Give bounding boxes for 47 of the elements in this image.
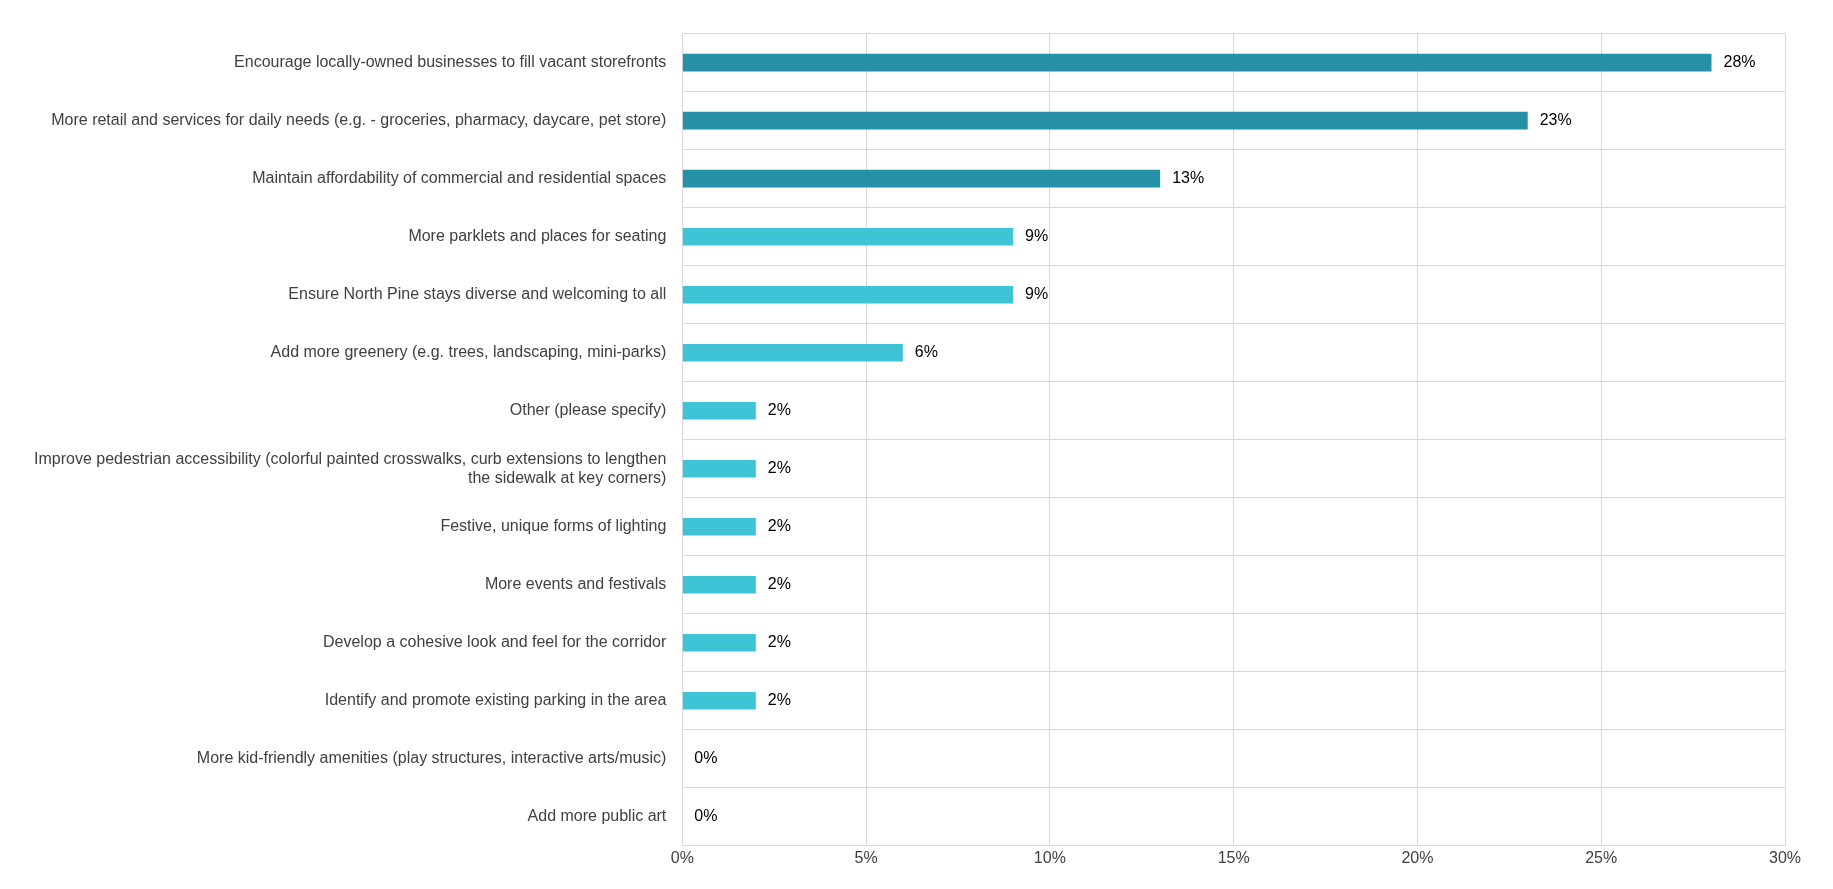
- y-tick-label: More parklets and places for seating: [408, 227, 667, 245]
- bar: [682, 169, 1161, 188]
- data-label: 9%: [1025, 285, 1049, 303]
- y-tick-label: More events and festivals: [484, 575, 667, 593]
- bar: [682, 575, 756, 594]
- bar: [682, 343, 903, 362]
- y-tick-label: Maintain affordability of commercial and residential spaces: [252, 169, 667, 187]
- bar: [682, 459, 756, 478]
- bar: [682, 111, 1528, 130]
- data-label: 0%: [694, 807, 718, 825]
- data-label: 2%: [767, 575, 791, 593]
- y-tick-label: Improve pedestrian accessibility (colorful painted crosswalks, curb extensions to lengthen the sidewalk at key corners): [34, 449, 667, 486]
- y-tick-label: Festive, unique forms of lighting: [440, 517, 667, 535]
- data-label: 9%: [1025, 227, 1049, 245]
- data-label: 2%: [767, 401, 791, 419]
- data-label: 13%: [1172, 169, 1205, 187]
- bar: [682, 227, 1014, 246]
- bar: [682, 633, 756, 652]
- x-tick-label: 10%: [1033, 848, 1066, 866]
- bar: [682, 517, 756, 536]
- y-tick-label: Other (please specify): [509, 401, 667, 419]
- y-tick-label: More kid-friendly amenities (play structures, interactive arts/music): [196, 749, 667, 767]
- y-tick-label: Encourage locally-owned businesses to fill vacant storefronts: [234, 53, 667, 71]
- data-label: 2%: [767, 459, 791, 477]
- x-tick-label: 0%: [670, 848, 694, 866]
- data-label: 0%: [694, 749, 718, 767]
- y-tick-label: Add more greenery (e.g. trees, landscaping, mini-parks): [270, 343, 667, 361]
- data-label: 28%: [1723, 53, 1756, 71]
- data-label: 23%: [1539, 111, 1572, 129]
- bar: [682, 401, 756, 420]
- bar: [682, 53, 1712, 72]
- y-tick-label: Ensure North Pine stays diverse and welcoming to all: [288, 285, 667, 303]
- data-label: 2%: [767, 633, 791, 651]
- y-tick-label: Develop a cohesive look and feel for the corridor: [323, 633, 667, 651]
- x-tick-label: 5%: [854, 848, 878, 866]
- data-label: 2%: [767, 517, 791, 535]
- bar: [682, 285, 1014, 304]
- data-label: 6%: [914, 343, 938, 361]
- data-label: 2%: [767, 691, 791, 709]
- y-tick-label: Add more public art: [527, 807, 667, 825]
- x-tick-label: 15%: [1217, 848, 1250, 866]
- y-tick-label: More retail and services for daily needs (e.g. - groceries, pharmacy, daycare, pet store): [51, 111, 667, 129]
- bar: [682, 691, 756, 710]
- x-tick-label: 20%: [1401, 848, 1434, 866]
- x-tick-label: 25%: [1585, 848, 1618, 866]
- x-tick-label: 30%: [1768, 848, 1802, 866]
- y-tick-label: Identify and promote existing parking in the area: [324, 691, 667, 709]
